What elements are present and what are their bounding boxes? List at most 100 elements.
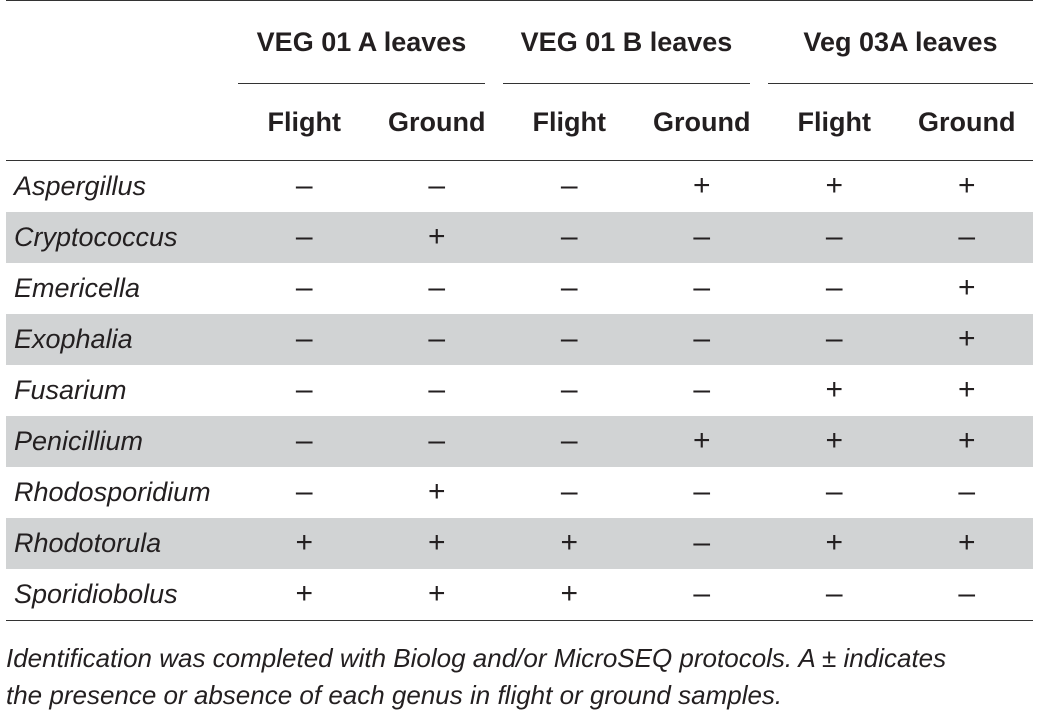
- plus-symbol: +: [427, 526, 446, 559]
- presence-cell: +: [901, 365, 1034, 416]
- minus-symbol: –: [560, 169, 578, 202]
- genus-name: Sporidiobolus: [6, 569, 238, 621]
- genus-name: Rhodosporidium: [14, 477, 211, 507]
- plus-symbol: +: [957, 526, 976, 559]
- group-header-label: Veg 03A leaves: [768, 1, 1033, 84]
- minus-symbol: –: [295, 475, 313, 508]
- plus-symbol: +: [957, 271, 976, 304]
- presence-cell: –: [901, 467, 1034, 518]
- presence-cell: +: [901, 263, 1034, 314]
- plus-symbol: +: [692, 424, 711, 457]
- presence-cell: +: [900, 416, 1033, 467]
- plus-symbol: +: [427, 220, 446, 253]
- presence-cell: +: [768, 161, 901, 213]
- subheader-cell: Ground: [370, 84, 503, 161]
- group-header-label: VEG 01 B leaves: [503, 1, 750, 84]
- footnote-line-2: the presence or absence of each genus in…: [6, 680, 783, 710]
- genus-name: Rhodotorula: [6, 518, 238, 569]
- minus-symbol: –: [958, 220, 976, 253]
- presence-cell: –: [635, 212, 768, 263]
- table-row: Emericella – – – – – +: [6, 263, 1033, 314]
- minus-symbol: –: [825, 577, 843, 610]
- minus-symbol: –: [693, 526, 711, 559]
- presence-cell: –: [238, 161, 371, 213]
- presence-cell: –: [768, 569, 901, 621]
- presence-cell: –: [370, 416, 503, 467]
- plus-symbol: +: [825, 169, 844, 202]
- plus-symbol: +: [957, 322, 976, 355]
- plus-symbol: +: [825, 424, 844, 457]
- presence-cell: –: [503, 467, 636, 518]
- group-header-veg01b: VEG 01 B leaves: [503, 1, 768, 84]
- presence-cell: –: [900, 569, 1033, 621]
- presence-cell: +: [768, 416, 901, 467]
- table-row: Rhodosporidium – + – – – –: [6, 467, 1033, 518]
- presence-cell: –: [238, 212, 371, 263]
- presence-cell: –: [768, 314, 901, 365]
- presence-cell: –: [503, 263, 636, 314]
- minus-symbol: –: [295, 220, 313, 253]
- minus-symbol: –: [825, 322, 843, 355]
- presence-cell: +: [768, 518, 901, 569]
- presence-cell: –: [900, 212, 1033, 263]
- plus-symbol: +: [295, 577, 314, 610]
- presence-cell: +: [370, 569, 503, 621]
- minus-symbol: –: [295, 169, 313, 202]
- presence-cell: –: [238, 467, 371, 518]
- group-header-row: VEG 01 A leaves VEG 01 B leaves Veg 03A …: [6, 1, 1033, 84]
- minus-symbol: –: [825, 271, 843, 304]
- presence-cell: –: [371, 161, 504, 213]
- presence-cell: +: [238, 518, 371, 569]
- table-body: Aspergillus – – – + + + Cryptococcus – + – – – – Emeri…: [6, 161, 1033, 621]
- minus-symbol: –: [295, 373, 313, 406]
- minus-symbol: –: [560, 322, 578, 355]
- footnote-line-1: Identification was completed with Biolog…: [6, 643, 947, 673]
- group-header-veg01a: VEG 01 A leaves: [238, 1, 503, 84]
- presence-cell: –: [503, 314, 636, 365]
- presence-cell: –: [635, 569, 768, 621]
- presence-cell: –: [238, 263, 371, 314]
- minus-symbol: –: [825, 475, 843, 508]
- minus-symbol: –: [560, 424, 578, 457]
- presence-cell: +: [901, 161, 1034, 213]
- subheader-cell: Flight: [503, 84, 636, 161]
- plus-symbol: +: [427, 577, 446, 610]
- plus-symbol: +: [295, 526, 314, 559]
- genus-name: Exophalia: [6, 314, 238, 365]
- plus-symbol: +: [957, 373, 976, 406]
- minus-symbol: –: [693, 373, 711, 406]
- presence-cell: +: [768, 365, 901, 416]
- presence-cell: +: [636, 161, 769, 213]
- plus-symbol: +: [825, 526, 844, 559]
- minus-symbol: –: [428, 322, 446, 355]
- minus-symbol: –: [958, 475, 976, 508]
- genus-name: Penicillium: [6, 416, 238, 467]
- minus-symbol: –: [428, 271, 446, 304]
- presence-cell: –: [636, 263, 769, 314]
- presence-cell: –: [238, 365, 371, 416]
- presence-cell: +: [635, 416, 768, 467]
- minus-symbol: –: [295, 424, 313, 457]
- table-row: Sporidiobolus + + + – – –: [6, 569, 1033, 621]
- plus-symbol: +: [957, 424, 976, 457]
- subheader-cell: Ground: [635, 84, 768, 161]
- presence-cell: –: [635, 314, 768, 365]
- genus-name: Aspergillus: [14, 171, 147, 201]
- group-header-label: VEG 01 A leaves: [238, 1, 485, 84]
- presence-cell: –: [503, 212, 636, 263]
- minus-symbol: –: [693, 271, 711, 304]
- subheader-cell: Ground: [900, 84, 1033, 161]
- presence-cell: –: [768, 467, 901, 518]
- minus-symbol: –: [428, 373, 446, 406]
- presence-cell: +: [371, 467, 504, 518]
- table-row: Aspergillus – – – + + +: [6, 161, 1033, 213]
- plus-symbol: +: [825, 373, 844, 406]
- presence-cell: –: [768, 263, 901, 314]
- minus-symbol: –: [560, 475, 578, 508]
- subheader-cell: Flight: [238, 84, 371, 161]
- minus-symbol: –: [693, 322, 711, 355]
- presence-cell: +: [238, 569, 371, 621]
- table-row: Cryptococcus – + – – – –: [6, 212, 1033, 263]
- presence-cell: –: [768, 212, 901, 263]
- presence-cell: +: [900, 314, 1033, 365]
